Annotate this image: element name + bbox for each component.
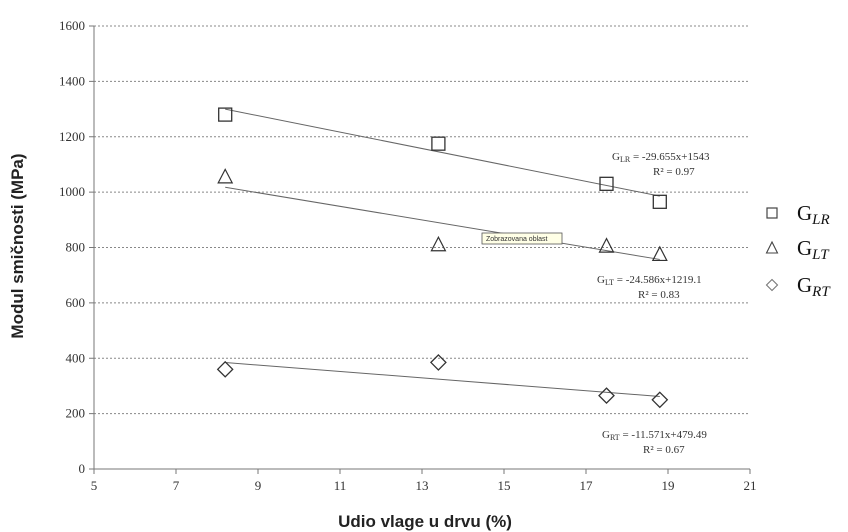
x-tick-label: 11 (334, 478, 347, 493)
data-markers (216, 107, 669, 409)
point-GLT (598, 237, 615, 253)
y-tick-label: 800 (66, 240, 86, 255)
point-GRT (216, 360, 234, 378)
grid-lines (94, 25, 750, 415)
x-tick-label: 7 (173, 478, 180, 493)
y-tick-label: 1400 (59, 73, 85, 88)
r2-GLT: R² = 0.83 (638, 289, 680, 301)
x-tick-label: 21 (744, 478, 757, 493)
tooltip-box (481, 232, 563, 245)
trendline-GLR (225, 108, 660, 197)
point-GLT (217, 168, 234, 184)
point-GLR (652, 194, 667, 209)
equation-GLR: GLR = -29.655x+1543 (612, 151, 710, 164)
x-tick-label: 13 (416, 478, 429, 493)
y-tick-label: 400 (66, 350, 86, 365)
legend-marker-GLT (765, 240, 779, 254)
y-axis-title: Modul smičnosti (MPa) (8, 153, 27, 338)
x-tick-label: 5 (91, 478, 98, 493)
x-tick-labels: 5 7 9 11 13 15 17 19 21 (91, 478, 757, 493)
x-tick-label: 19 (662, 478, 675, 493)
chart-area-tooltip: Zobrazovana oblast (481, 232, 563, 245)
trendline-GRT (225, 362, 660, 397)
legend-marker-GLR (766, 207, 778, 219)
y-tick-label: 1000 (59, 184, 85, 199)
y-tick-label: 200 (66, 406, 86, 421)
trend-equations: GLR = -29.655x+1543 R² = 0.97 GLT = -24.58… (597, 151, 710, 456)
y-tick-labels: 0 200 400 600 800 1000 1200 1400 1600 (59, 18, 85, 476)
y-tick-label: 0 (79, 461, 86, 476)
x-tick-label: 15 (498, 478, 511, 493)
y-tick-label: 1200 (59, 129, 85, 144)
point-GLT (430, 235, 447, 252)
equation-GLT: GLT = -24.586x+1219.1 (597, 274, 702, 287)
x-tick-label: 9 (255, 478, 262, 493)
trendline-GLT (225, 186, 660, 260)
legend-label-GLR: GLR (797, 201, 830, 228)
point-GRT (429, 353, 447, 371)
r2-GRT: R² = 0.67 (643, 444, 685, 456)
legend-label-GLT: GLT (797, 236, 830, 263)
x-axis-title: Udio vlage u drvu (%) (338, 512, 512, 531)
x-tick-label: 17 (580, 478, 594, 493)
legend: GLR GLT GRT (765, 201, 831, 300)
y-tick-label: 600 (66, 295, 86, 310)
equation-GRT: GRT = -11.571x+479.49 (602, 429, 707, 442)
legend-label-GRT: GRT (797, 273, 831, 300)
legend-marker-GRT (765, 278, 779, 292)
point-GLR (431, 136, 446, 151)
y-tick-label: 1600 (59, 18, 85, 33)
trendlines (225, 108, 660, 397)
point-GLR (218, 107, 233, 122)
point-GLT (651, 245, 668, 262)
axes (89, 25, 751, 474)
point-GRT (598, 387, 615, 405)
point-GLR (599, 176, 614, 191)
point-GRT (651, 391, 669, 409)
tooltip-text: Zobrazovana oblast (486, 236, 548, 243)
r2-GLR: R² = 0.97 (653, 166, 695, 178)
